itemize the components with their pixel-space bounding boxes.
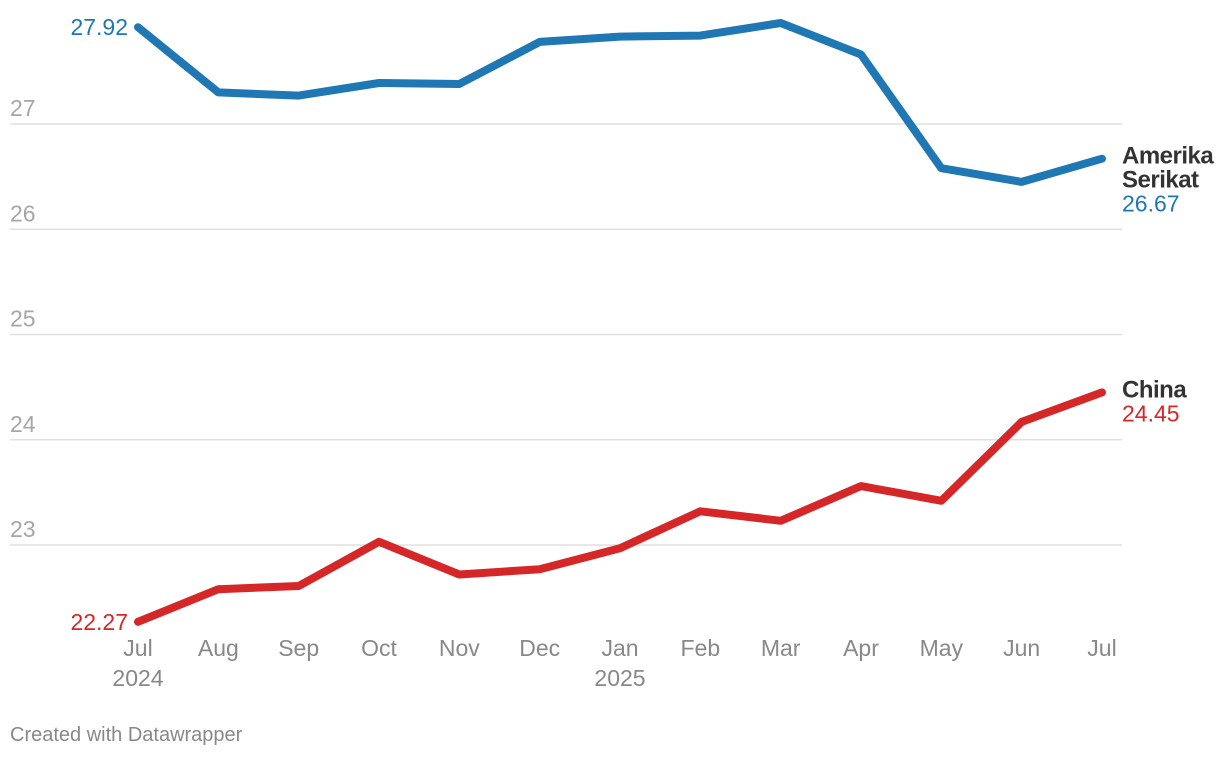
- x-year-label: 2024: [112, 665, 163, 691]
- series-start-label: 22.27: [70, 609, 128, 635]
- series-layer: [134, 19, 1106, 626]
- x-tick-label: Feb: [681, 635, 721, 661]
- series-line-amerika-serikat: [134, 19, 1106, 186]
- series-start-label: 27.92: [70, 14, 128, 40]
- series-name-label: Serikat: [1122, 167, 1199, 194]
- y-axis-ticks: 23 24 25 26 27: [10, 95, 36, 542]
- x-tick-label: Nov: [439, 635, 480, 661]
- x-tick-label: Sep: [278, 635, 319, 661]
- x-year-label: 2025: [594, 665, 645, 691]
- x-axis-ticks: Jul Aug Sep Oct Nov Dec Jan Feb Mar Apr May Jun Jul 2…: [112, 635, 1116, 691]
- x-tick-label: Apr: [843, 635, 879, 661]
- x-tick-label: Jul: [123, 635, 152, 661]
- series-end-label: 26.67: [1122, 191, 1180, 217]
- x-tick-label: Jan: [601, 635, 638, 661]
- x-tick-label: Jun: [1003, 635, 1040, 661]
- x-tick-label: Oct: [361, 635, 397, 661]
- y-tick-label: 27: [10, 95, 36, 121]
- x-tick-label: Jul: [1087, 635, 1116, 661]
- y-tick-label: 25: [10, 306, 36, 332]
- y-tick-label: 24: [10, 411, 36, 437]
- series-line-china: [134, 388, 1106, 626]
- x-tick-label: May: [920, 635, 964, 661]
- line-chart: 23 24 25 26 27 Jul Aug Sep Oct Nov Dec Jan Feb Mar Ap…: [10, 14, 1215, 691]
- series-name-label: China: [1122, 376, 1187, 403]
- grid-layer: [10, 123, 1122, 546]
- y-tick-label: 23: [10, 516, 36, 542]
- x-tick-label: Aug: [198, 635, 239, 661]
- footer-credit: Created with Datawrapper: [10, 724, 243, 746]
- series-name-label: Amerika: [1122, 143, 1214, 170]
- y-tick-label: 26: [10, 200, 36, 226]
- x-tick-label: Mar: [761, 635, 801, 661]
- x-tick-label: Dec: [519, 635, 560, 661]
- series-end-label: 24.45: [1122, 400, 1180, 426]
